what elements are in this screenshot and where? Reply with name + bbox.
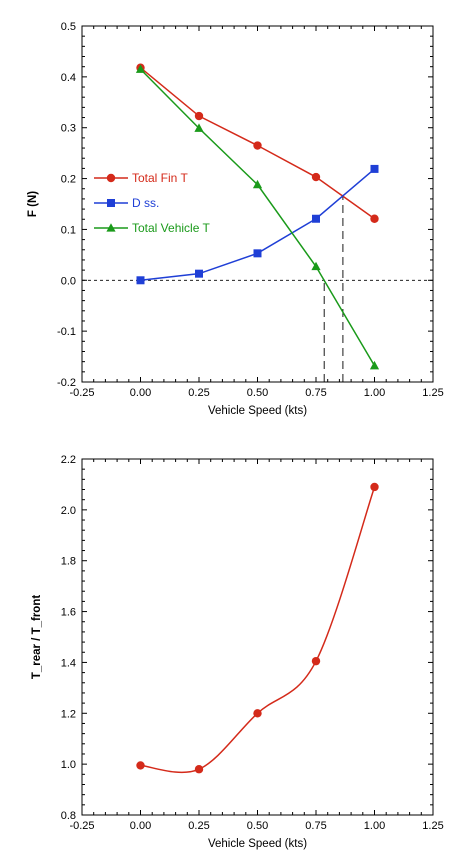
data-point-circle xyxy=(253,141,262,150)
data-point-circle xyxy=(106,173,116,183)
data-point-triangle xyxy=(194,123,204,132)
legend-label: D ss. xyxy=(132,196,159,210)
x-tick-label: 1.25 xyxy=(422,387,443,399)
series-thrust-ratio xyxy=(136,482,379,774)
data-point-square xyxy=(253,249,262,258)
data-point-circle xyxy=(253,709,262,718)
x-tick-label: 0.50 xyxy=(247,820,268,832)
data-point-triangle xyxy=(311,261,321,271)
legend-item: Total Fin T xyxy=(94,171,188,185)
series-group xyxy=(135,63,380,370)
x-tick-label: -0.25 xyxy=(69,820,94,832)
x-tick-label: 0.75 xyxy=(305,387,326,399)
y-tick-label: 1.4 xyxy=(61,657,76,669)
series-total-fin-t xyxy=(136,63,379,223)
data-point-triangle xyxy=(252,179,263,189)
y-tick-label: -0.1 xyxy=(57,326,76,338)
data-point-circle xyxy=(136,761,145,770)
x-tick-label: 0.50 xyxy=(247,387,268,399)
legend-label: Total Vehicle T xyxy=(132,221,210,235)
series-curve xyxy=(140,486,376,774)
data-point-circle xyxy=(370,214,379,223)
data-point-circle xyxy=(311,656,321,666)
data-point-circle xyxy=(370,482,379,492)
y-tick-label: 1.6 xyxy=(61,607,76,619)
y-tick-label: 2.2 xyxy=(61,454,76,466)
data-point-triangle xyxy=(106,223,116,232)
y-tick-label: 0.3 xyxy=(61,123,76,135)
reference-lines xyxy=(82,194,433,382)
y-tick-label: 1.2 xyxy=(61,708,76,720)
series-total-vehicle-t xyxy=(135,64,380,370)
y-tick-label: 1.8 xyxy=(61,556,76,568)
data-point-circle xyxy=(194,765,204,774)
data-point-circle xyxy=(311,172,321,182)
axes: -0.25 0.00 0.25 0.50 0.75 1.00 1.25 -0.2 -0.1 0.0… xyxy=(57,21,444,399)
series-d-ss xyxy=(136,164,379,285)
x-tick-label: 1.25 xyxy=(422,820,443,832)
y-tick-label: 0.5 xyxy=(61,21,76,33)
series-group xyxy=(136,482,379,774)
x-tick-label: 1.00 xyxy=(364,387,385,399)
series-line xyxy=(139,68,376,367)
data-point-circle xyxy=(194,111,204,121)
data-point-square xyxy=(107,199,115,207)
data-point-square xyxy=(195,269,203,278)
y-tick-label: 1.0 xyxy=(61,759,76,771)
x-tick-label: 1.00 xyxy=(364,820,385,832)
legend-label: Total Fin T xyxy=(132,171,188,185)
x-axis-label: Vehicle Speed (kts) xyxy=(208,838,307,850)
legend-item: Total Vehicle T xyxy=(94,221,210,235)
y-tick-label: 0.4 xyxy=(61,72,76,84)
y-tick-label: 0.1 xyxy=(61,224,76,236)
y-tick-label: 0.2 xyxy=(61,174,76,186)
legend: Total Fin T D ss. Total Vehicle T xyxy=(94,171,210,235)
x-tick-label: 0.25 xyxy=(188,387,209,399)
x-tick-label: 0.75 xyxy=(305,820,326,832)
data-point-square xyxy=(136,276,145,285)
x-tick-label: -0.25 xyxy=(69,387,94,399)
x-tick-label: 0.00 xyxy=(130,820,151,832)
axes: -0.25 0.00 0.25 0.50 0.75 1.00 1.25 0.8 1.0 1.2 1.… xyxy=(61,454,444,832)
data-point-square xyxy=(312,214,320,223)
x-tick-label: 0.25 xyxy=(188,820,209,832)
y-tick-label: 2.0 xyxy=(61,505,76,517)
legend-item: D ss. xyxy=(94,196,159,210)
data-point-triangle xyxy=(369,360,380,370)
x-tick-label: 0.00 xyxy=(130,387,151,399)
data-point-square xyxy=(370,164,379,173)
chart-thrust-ratio-vs-speed: -0.25 0.00 0.25 0.50 0.75 1.00 1.25 0.8 1.0 1.2 1.… xyxy=(31,454,444,850)
y-axis-label: F (N) xyxy=(27,191,39,217)
plot-frame xyxy=(81,458,434,816)
y-tick-label: 0.0 xyxy=(61,275,76,287)
y-tick-label: -0.2 xyxy=(57,377,76,389)
data-point-triangle xyxy=(135,64,146,73)
y-tick-label: 0.8 xyxy=(61,810,76,822)
y-axis-label: T_rear / T_front xyxy=(31,595,43,680)
x-axis-label: Vehicle Speed (kts) xyxy=(208,405,307,417)
chart-force-vs-speed: -0.25 0.00 0.25 0.50 0.75 1.00 1.25 -0.2 -0.1 0.0… xyxy=(27,21,444,417)
